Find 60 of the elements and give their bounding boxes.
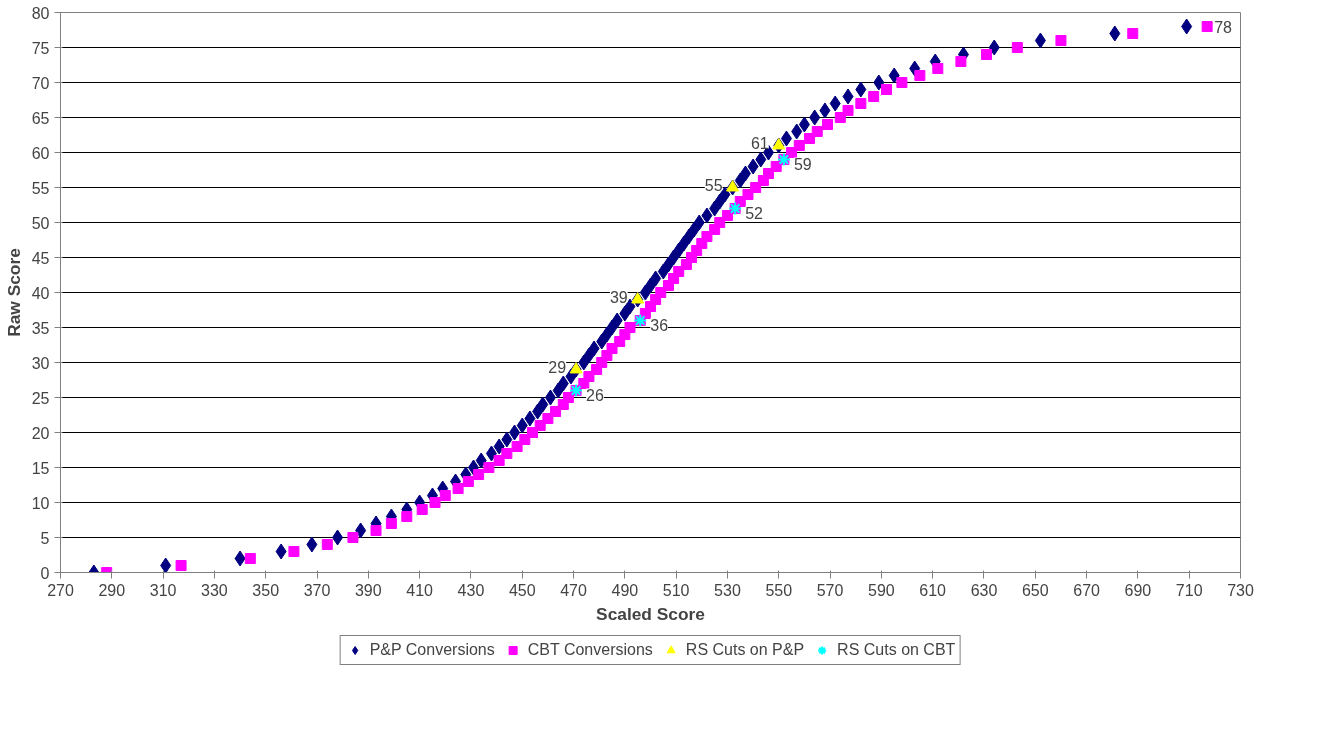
y-tick-label: 35 bbox=[31, 319, 50, 337]
x-tick-label: 270 bbox=[47, 581, 74, 599]
x-tick-label: 650 bbox=[1021, 581, 1049, 599]
y-tick-label: 40 bbox=[31, 284, 50, 302]
x-tick-label: 510 bbox=[662, 581, 690, 599]
data-label: 61 bbox=[750, 134, 769, 152]
y-tick-label: 65 bbox=[31, 109, 50, 127]
x-tick-label: 450 bbox=[508, 581, 536, 599]
y-tick-label: 75 bbox=[31, 39, 50, 57]
legend-label: RS Cuts on CBT bbox=[837, 641, 956, 659]
annotation: 78 bbox=[1214, 18, 1233, 36]
y-tick-label: 15 bbox=[31, 459, 50, 477]
y-axis-title: Raw Score bbox=[3, 247, 24, 337]
point bbox=[631, 292, 645, 304]
x-tick-label: 430 bbox=[457, 581, 485, 599]
x-tick-label: 310 bbox=[149, 581, 177, 599]
y-tick-label: 55 bbox=[31, 179, 50, 197]
point bbox=[569, 362, 583, 374]
x-tick-label: 530 bbox=[714, 581, 741, 599]
y-tick-label: 20 bbox=[31, 424, 50, 442]
y-tick-label: 25 bbox=[31, 389, 50, 407]
x-tick-label: 470 bbox=[560, 581, 587, 599]
y-tick-label: 60 bbox=[31, 144, 50, 162]
x-tick-label: 370 bbox=[303, 581, 331, 599]
y-tick-label: 5 bbox=[40, 529, 50, 547]
x-tick-label: 350 bbox=[252, 581, 280, 599]
x-tick-label: 550 bbox=[765, 581, 793, 599]
x-tick-label: 690 bbox=[1124, 581, 1152, 599]
x-tick-label: 610 bbox=[919, 581, 947, 599]
x-tick-label: 710 bbox=[1175, 581, 1203, 599]
data-label: 52 bbox=[745, 204, 764, 222]
x-tick-label: 390 bbox=[354, 581, 382, 599]
y-tick-label: 70 bbox=[31, 74, 50, 92]
data-label: 39 bbox=[609, 288, 628, 306]
point bbox=[726, 180, 740, 192]
y-tick-label: 10 bbox=[31, 494, 50, 512]
x-axis-title: Scaled Score bbox=[596, 603, 706, 624]
legend-label: P&P Conversions bbox=[369, 641, 495, 659]
data-label: 36 bbox=[650, 316, 669, 334]
x-tick-label: 570 bbox=[816, 581, 844, 599]
x-tick-label: 290 bbox=[98, 581, 126, 599]
data-label: 29 bbox=[548, 358, 567, 376]
y-tick-label: 45 bbox=[31, 249, 50, 267]
x-tick-label: 490 bbox=[611, 581, 639, 599]
legend-label: RS Cuts on P&P bbox=[685, 641, 805, 659]
x-tick-label: 330 bbox=[201, 581, 228, 599]
y-tick-label: 80 bbox=[31, 4, 50, 22]
x-tick-label: 590 bbox=[868, 581, 895, 599]
data-label: 55 bbox=[704, 176, 723, 194]
x-tick-label: 670 bbox=[1073, 581, 1101, 599]
y-tick-label: 30 bbox=[31, 354, 50, 372]
y-tick-label: 50 bbox=[31, 214, 50, 232]
y-tick-label: 0 bbox=[40, 564, 50, 582]
point bbox=[772, 138, 786, 150]
x-tick-label: 410 bbox=[406, 581, 434, 599]
x-tick-label: 630 bbox=[970, 581, 998, 599]
data-label: 26 bbox=[586, 386, 605, 404]
data-label: 59 bbox=[793, 155, 812, 173]
x-tick-label: 730 bbox=[1227, 581, 1254, 599]
legend-label: CBT Conversions bbox=[527, 641, 653, 659]
